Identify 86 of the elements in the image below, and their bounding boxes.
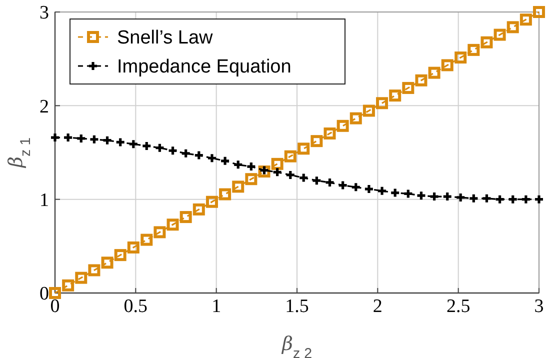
- y-tick-label: 3: [40, 2, 49, 24]
- point: [454, 52, 467, 64]
- point: [192, 203, 205, 216]
- point: [206, 196, 218, 208]
- y-tick-label: 1: [40, 190, 49, 211]
- point: [180, 211, 192, 224]
- point: [376, 97, 388, 110]
- point: [141, 140, 152, 152]
- x-tick-label: 2.5: [446, 296, 470, 317]
- point: [311, 175, 322, 186]
- point: [206, 152, 218, 164]
- point: [324, 177, 336, 188]
- point: [101, 256, 114, 269]
- y-tick-label: 2: [40, 96, 49, 118]
- x-tick-label: 1.5: [285, 296, 309, 317]
- point: [271, 158, 284, 170]
- point: [245, 173, 258, 186]
- point: [232, 159, 244, 170]
- point: [75, 272, 88, 284]
- point: [180, 148, 192, 159]
- point: [389, 90, 402, 102]
- point: [428, 191, 440, 202]
- point: [534, 194, 544, 205]
- point: [88, 134, 100, 145]
- point: [455, 192, 466, 203]
- x-tick-label: 3: [534, 296, 544, 317]
- point: [520, 194, 532, 205]
- point: [481, 193, 492, 204]
- point: [324, 127, 336, 140]
- point: [441, 59, 454, 72]
- point: [310, 135, 323, 148]
- point: [506, 21, 519, 34]
- point: [416, 190, 427, 201]
- point: [468, 44, 480, 56]
- point: [219, 188, 232, 200]
- point: [520, 14, 532, 26]
- point: [494, 194, 506, 205]
- point: [140, 234, 153, 246]
- point: [246, 161, 256, 172]
- point: [232, 180, 244, 193]
- point: [220, 156, 230, 166]
- legend-label: Snell’s Law: [117, 28, 214, 49]
- point: [350, 182, 362, 192]
- x-tick-label: 2: [372, 296, 382, 317]
- point: [50, 132, 60, 143]
- point: [362, 104, 375, 117]
- legend-label: Impedance Equation: [117, 56, 292, 78]
- point: [415, 74, 428, 86]
- point: [285, 170, 296, 180]
- point: [298, 142, 310, 155]
- point: [494, 28, 506, 41]
- point: [402, 188, 414, 200]
- point: [88, 264, 100, 276]
- point: [166, 218, 179, 231]
- point: [468, 193, 479, 204]
- point: [350, 112, 362, 124]
- point: [272, 166, 283, 178]
- point: [508, 194, 518, 205]
- point: [128, 138, 139, 150]
- point: [167, 145, 178, 156]
- point: [480, 36, 493, 48]
- point: [336, 120, 349, 132]
- point: [127, 241, 140, 254]
- point: [102, 135, 113, 146]
- point: [62, 279, 74, 292]
- x-tick-label: 0.5: [124, 296, 148, 317]
- point: [533, 6, 545, 18]
- point: [194, 150, 204, 161]
- point: [114, 249, 126, 262]
- point: [376, 186, 388, 196]
- point: [442, 191, 453, 202]
- point: [402, 82, 414, 94]
- x-axis-title: β$_{z 2}$: [281, 333, 312, 358]
- point: [298, 172, 309, 184]
- point: [390, 187, 400, 198]
- point: [115, 136, 126, 148]
- x-tick-label: 1: [212, 296, 222, 317]
- point: [76, 133, 86, 144]
- point: [338, 180, 348, 191]
- point: [284, 150, 296, 162]
- point: [364, 184, 374, 194]
- point: [49, 287, 61, 299]
- point: [428, 66, 440, 79]
- point: [154, 142, 166, 154]
- point: [62, 132, 74, 143]
- point: [154, 226, 166, 238]
